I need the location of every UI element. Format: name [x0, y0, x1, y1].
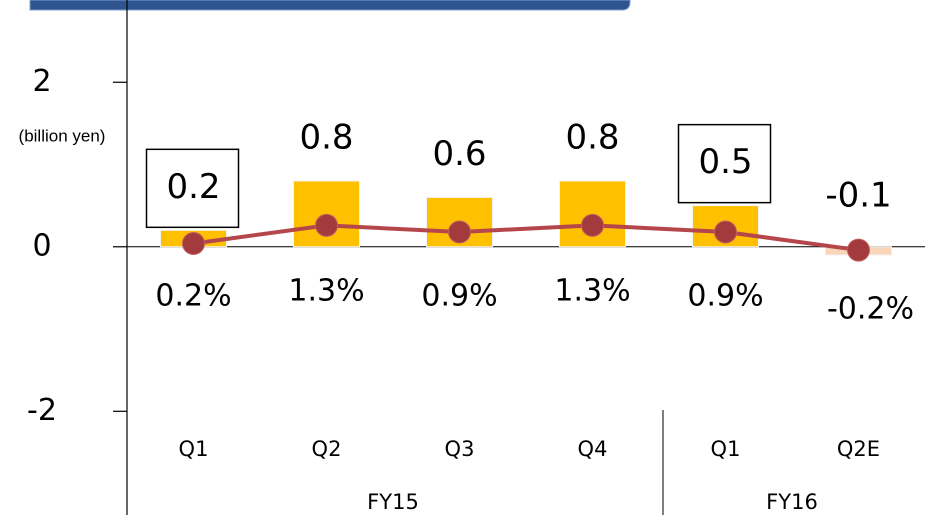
x-tick-label: Q4 [578, 437, 608, 461]
line-marker [448, 220, 471, 244]
y-tick-label: 2 [32, 64, 51, 99]
group-label: FY15 [367, 490, 419, 514]
y-axis-label: (billion yen) [19, 126, 106, 145]
x-tick-label: Q3 [445, 437, 475, 461]
bar-value-label: 0.8 [299, 117, 353, 157]
line-marker [182, 231, 205, 255]
x-tick-label: Q1 [179, 437, 209, 461]
bar-value-label: 0.6 [432, 134, 486, 174]
line-value-label: 0.2% [155, 279, 231, 314]
line-marker [847, 238, 870, 262]
x-tick-label: Q2E [837, 437, 880, 461]
bar-value-label: -0.1 [825, 175, 891, 215]
y-tick-label: 0 [32, 228, 51, 263]
line-marker [315, 213, 338, 237]
group-label: FY16 [766, 490, 818, 514]
x-tick-label: Q1 [711, 437, 741, 461]
x-tick-label: Q2 [312, 437, 342, 461]
line-value-label: -0.2% [827, 292, 914, 327]
bar-value-label: 0.8 [565, 117, 619, 157]
line-marker [714, 220, 737, 244]
label-box [677, 123, 772, 204]
y-tick-label: -2 [27, 393, 57, 428]
line [193, 223, 859, 253]
line-value-label: 1.3% [554, 274, 630, 309]
bar-value-label: 0.2 [166, 167, 220, 207]
line-value-label: 0.9% [421, 279, 497, 314]
line-value-label: 0.9% [687, 279, 763, 314]
line-value-label: 1.3% [288, 274, 364, 309]
line-marker [581, 213, 604, 237]
bar [559, 180, 626, 248]
label-box [145, 148, 240, 229]
bar-value-label: 0.5 [698, 142, 752, 182]
bar [293, 180, 360, 248]
header-banner [29, 0, 631, 11]
